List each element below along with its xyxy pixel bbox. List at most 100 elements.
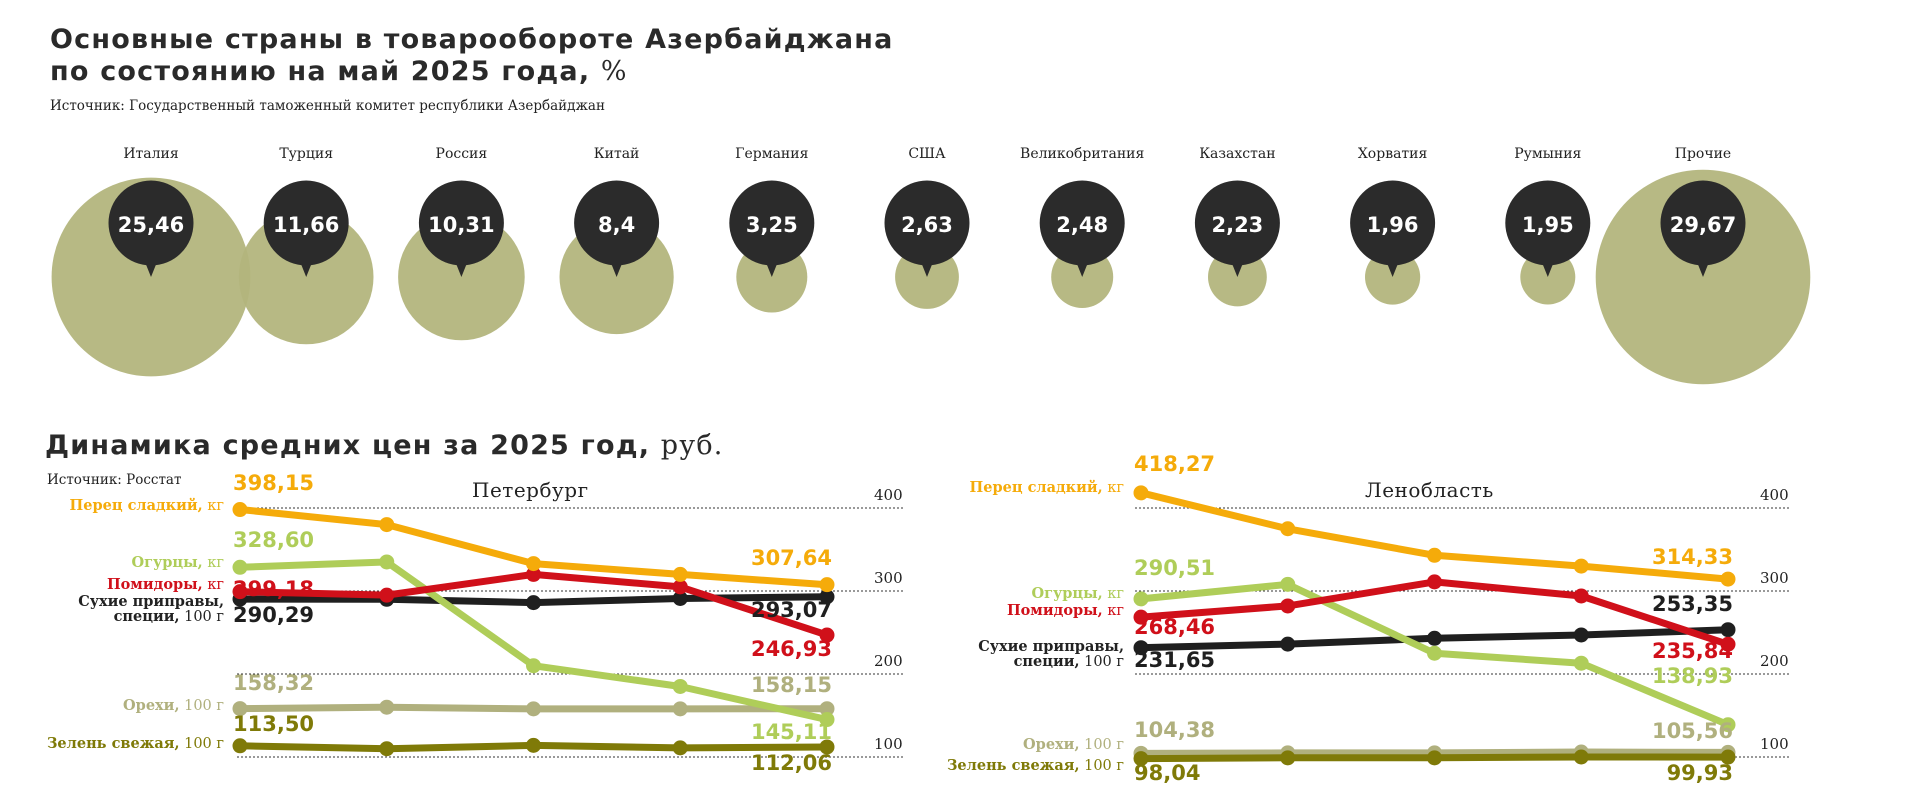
end-value-tomato: 235,84 bbox=[1652, 639, 1733, 663]
main-title-line1: Основные страны в товарообороте Азербайд… bbox=[50, 24, 894, 55]
badge-value-10: 29,67 bbox=[1670, 213, 1736, 237]
point-spices-4 bbox=[1720, 622, 1736, 638]
prices-source: Источник: Росстат bbox=[47, 472, 182, 488]
lo-panel-title: Ленобласть bbox=[1365, 478, 1494, 502]
series-name-nuts: Орехи, 100 г bbox=[123, 697, 224, 714]
point-greens-2 bbox=[1427, 750, 1442, 766]
country-label-10: Прочие bbox=[1674, 146, 1732, 162]
end-value-nuts: 158,15 bbox=[751, 673, 832, 697]
point-tomato-0 bbox=[232, 584, 248, 600]
badge-0 bbox=[108, 180, 194, 266]
prices-unit: руб. bbox=[660, 430, 724, 461]
start-value-spices: 231,65 bbox=[1134, 648, 1215, 672]
point-pepper-1 bbox=[1280, 521, 1296, 537]
badge-value-8: 1,96 bbox=[1367, 213, 1419, 237]
badge-pointer-9 bbox=[1541, 262, 1554, 277]
end-value-pepper: 307,64 bbox=[751, 546, 832, 570]
series-name-cucumber: Огурцы, кг bbox=[131, 554, 224, 571]
point-pepper-0 bbox=[1133, 485, 1149, 501]
series-name-greens: Зелень свежая, 100 г bbox=[947, 757, 1124, 774]
end-value-spices: 253,35 bbox=[1652, 592, 1733, 616]
country-label-8: Хорватия bbox=[1357, 146, 1428, 162]
point-nuts-4 bbox=[819, 701, 835, 717]
point-greens-0 bbox=[232, 738, 248, 754]
point-greens-1 bbox=[379, 741, 395, 757]
point-pepper-2 bbox=[526, 556, 541, 572]
point-cucumber-4 bbox=[1720, 717, 1736, 733]
country-label-4: Германия bbox=[735, 146, 809, 162]
badge-10 bbox=[1660, 180, 1746, 266]
y-tick-400: 400 bbox=[1760, 486, 1789, 504]
point-spices-4 bbox=[819, 589, 835, 605]
end-value-tomato: 246,93 bbox=[751, 637, 832, 661]
point-spices-2 bbox=[1427, 630, 1442, 646]
point-pepper-3 bbox=[1573, 558, 1589, 574]
badge-pointer-8 bbox=[1386, 262, 1399, 277]
end-value-nuts: 105,56 bbox=[1652, 719, 1733, 743]
prices-title: Динамика средних цен за 2025 год, руб. bbox=[45, 430, 724, 461]
series-name-greens: Зелень свежая, 100 г bbox=[47, 735, 224, 752]
end-value-cucumber: 145,11 bbox=[751, 720, 832, 744]
start-value-spices: 290,29 bbox=[233, 603, 314, 627]
point-nuts-0 bbox=[232, 701, 248, 717]
y-tick-100: 100 bbox=[1760, 735, 1789, 753]
point-spices-0 bbox=[1133, 640, 1149, 656]
start-value-nuts: 158,32 bbox=[233, 671, 314, 695]
point-tomato-4 bbox=[819, 627, 835, 643]
point-nuts-1 bbox=[379, 699, 395, 715]
badge-4 bbox=[729, 180, 815, 266]
series-name-tomato: Помидоры, кг bbox=[1007, 602, 1124, 619]
series-line-cucumber bbox=[236, 558, 831, 724]
start-value-pepper: 398,15 bbox=[233, 471, 314, 495]
badge-value-2: 10,31 bbox=[428, 213, 494, 237]
badge-value-9: 1,95 bbox=[1522, 213, 1574, 237]
point-spices-3 bbox=[672, 590, 688, 606]
series-name-spices-line2: специи, 100 г bbox=[114, 608, 224, 625]
badge-5 bbox=[884, 180, 970, 266]
start-value-cucumber: 290,51 bbox=[1134, 556, 1215, 580]
point-greens-1 bbox=[1280, 750, 1296, 766]
point-cucumber-0 bbox=[1133, 591, 1149, 607]
country-label-5: США bbox=[908, 146, 946, 162]
main-title-line2: по состоянию на май 2025 года, % bbox=[50, 56, 628, 87]
series-name-tomato: Помидоры, кг bbox=[107, 576, 224, 593]
point-greens-0 bbox=[1133, 751, 1149, 767]
y-tick-200: 200 bbox=[874, 652, 903, 670]
country-label-7: Казахстан bbox=[1199, 146, 1276, 162]
point-greens-2 bbox=[526, 737, 541, 753]
point-tomato-3 bbox=[1573, 588, 1589, 604]
point-pepper-0 bbox=[232, 502, 248, 518]
badge-value-5: 2,63 bbox=[901, 213, 953, 237]
start-value-cucumber: 328,60 bbox=[233, 528, 314, 552]
point-pepper-4 bbox=[1720, 571, 1736, 587]
series-name-pepper: Перец сладкий, кг bbox=[70, 497, 224, 514]
badge-value-3: 8,4 bbox=[598, 213, 635, 237]
start-value-pepper: 418,27 bbox=[1134, 452, 1215, 476]
badge-pointer-0 bbox=[145, 262, 157, 277]
start-value-nuts: 104,38 bbox=[1134, 718, 1215, 742]
spb-panel-title: Петербург bbox=[472, 478, 589, 502]
series-name-spices: Сухие приправы, bbox=[978, 638, 1124, 655]
start-value-greens: 113,50 bbox=[233, 712, 314, 736]
badge-6 bbox=[1039, 180, 1125, 266]
point-pepper-1 bbox=[379, 517, 395, 533]
point-greens-4 bbox=[1720, 749, 1736, 765]
y-tick-300: 300 bbox=[1760, 569, 1789, 587]
point-tomato-2 bbox=[526, 566, 541, 582]
start-value-tomato: 299,18 bbox=[233, 577, 314, 601]
point-tomato-4 bbox=[1720, 636, 1736, 652]
series-name-spices: Сухие приправы, bbox=[78, 593, 224, 610]
badge-value-6: 2,48 bbox=[1056, 213, 1108, 237]
badge-pointer-10 bbox=[1697, 262, 1709, 277]
point-pepper-3 bbox=[672, 566, 688, 582]
badge-pointer-5 bbox=[921, 262, 933, 277]
badge-value-4: 3,25 bbox=[746, 213, 798, 237]
badge-pointer-6 bbox=[1076, 262, 1089, 277]
point-pepper-4 bbox=[819, 577, 835, 593]
badge-7 bbox=[1194, 180, 1280, 266]
point-pepper-2 bbox=[1427, 547, 1442, 563]
badge-pointer-4 bbox=[765, 262, 778, 277]
country-label-0: Италия bbox=[123, 146, 179, 162]
point-cucumber-3 bbox=[1573, 655, 1589, 671]
source-note: Источник: Государственный таможенный ком… bbox=[50, 98, 605, 114]
